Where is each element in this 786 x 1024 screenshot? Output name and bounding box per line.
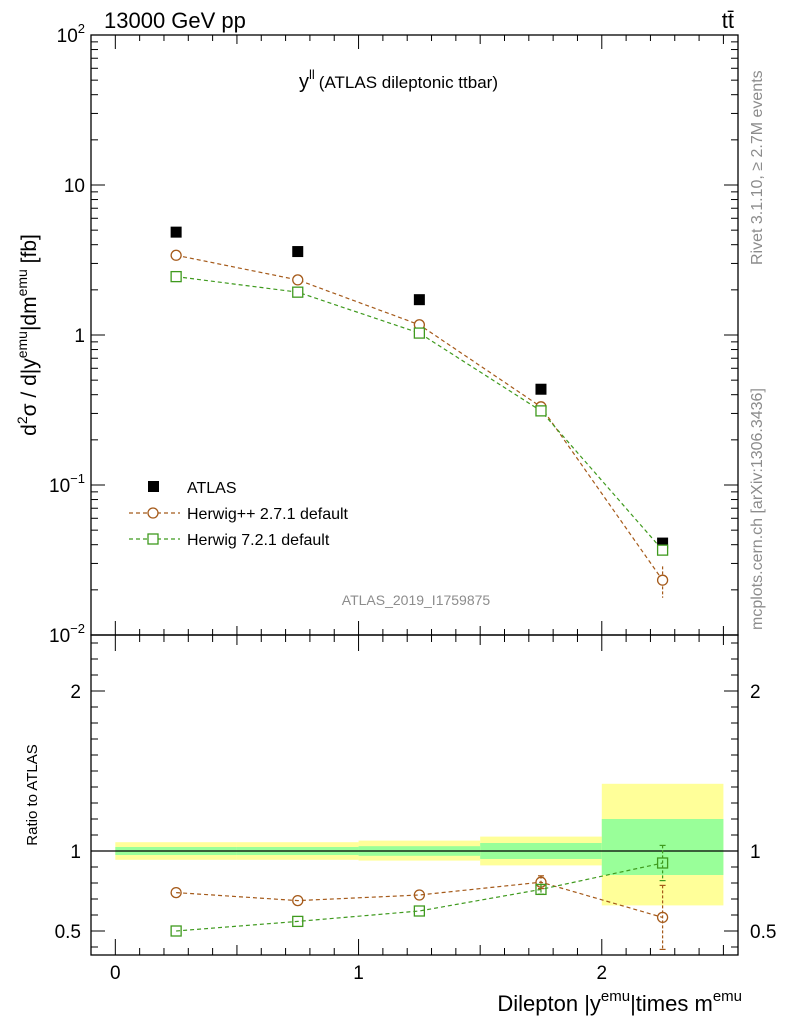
legend-marker-herwig7 (147, 533, 159, 545)
plot-title: yll (ATLAS dileptonic ttbar) (299, 67, 498, 93)
legend-label-atlas: ATLAS (187, 480, 237, 497)
ratio-point-herwigpp (170, 886, 182, 899)
main-point-herwigpp (656, 574, 669, 586)
ratio-y-tick-label-right: 1 (750, 842, 761, 863)
ratio-y-tick-label-right: 2 (750, 682, 761, 703)
legend-marker-atlas (148, 481, 159, 492)
main-y-tick-label: 102 (57, 21, 85, 47)
ratio-line-herwigpp (176, 881, 663, 918)
mcplots-label: mcplots.cern.ch [arXiv:1306.3436] (749, 388, 766, 630)
main-y-tick-label: 10−1 (49, 471, 85, 497)
main-point-herwig7 (413, 327, 426, 339)
main-line-herwig7 (176, 276, 664, 551)
main-point-atlas (657, 537, 669, 549)
ratio-point-herwigpp (413, 889, 426, 901)
ratio-frame (90, 634, 739, 956)
main-point-atlas (292, 246, 304, 258)
ratio-y-tick-label-left: 2 (70, 682, 81, 703)
x-tick-label: 1 (353, 963, 364, 984)
x-tick-label: 0 (110, 963, 121, 984)
main-y-tick-label: 10 (64, 176, 85, 197)
main-point-herwig7 (170, 270, 182, 283)
ratio-series (170, 844, 669, 951)
main-panel: 10−2 10−1 1 10 102 yll (ATLAS dileptonic ttba… (14, 21, 739, 647)
rivet-version-label: Rivet 3.1.10, ≥ 2.7M events (749, 70, 766, 265)
ratio-line-herwig7 (176, 862, 663, 932)
main-point-herwig7 (656, 544, 669, 556)
main-y-tick-label: 1 (74, 326, 85, 347)
main-point-herwig7 (292, 286, 304, 298)
main-point-atlas (535, 383, 547, 395)
ratio-point-herwig7 (656, 857, 669, 869)
main-y-axis-label: d2σ / d|yemu|dmemu [fb] (14, 234, 41, 436)
x-tick-label: 2 (597, 963, 608, 984)
ratio-ticks (91, 635, 738, 955)
ratio-point-herwigpp (292, 894, 304, 907)
ratio-bands (115, 783, 724, 906)
legend-marker-herwigpp (147, 507, 159, 519)
ratio-point-herwig7 (413, 905, 426, 917)
ratio-point-herwig7 (170, 925, 182, 937)
analysis-id-label: ATLAS_2019_I1759875 (342, 592, 491, 608)
ratio-y-tick-label-left: 1 (70, 842, 81, 863)
x-axis-label: Dilepton |yemu|times memu (497, 988, 742, 1016)
legend-label-herwigpp: Herwig++ 2.7.1 default (187, 506, 349, 523)
main-series (170, 226, 669, 598)
process-label: tt̄ (722, 8, 734, 33)
main-y-tick-labels: 10−2 10−1 1 10 102 (49, 21, 85, 647)
main-point-herwigpp (292, 274, 304, 286)
legend: ATLAS Herwig++ 2.7.1 default Herwig 7.2.… (129, 480, 349, 549)
main-point-atlas (170, 226, 182, 238)
energy-label: 13000 GeV pp (104, 8, 246, 33)
main-ticks (91, 34, 738, 636)
ratio-panel: 0.5 0.5 1 1 2 2 0 1 2 Ratio to ATLAS Dilepton |y… (24, 634, 777, 1016)
ratio-point-herwigpp (656, 911, 669, 924)
ratio-y-tick-label-left: 0.5 (55, 922, 81, 943)
main-point-atlas (413, 294, 425, 306)
ratio-point-herwig7 (292, 915, 304, 928)
ratio-point-herwig7 (535, 883, 547, 896)
ratio-y-axis-label: Ratio to ATLAS (24, 744, 41, 845)
ratio-y-tick-label-right: 0.5 (750, 922, 776, 943)
main-y-tick-label: 10−2 (49, 621, 85, 647)
ratio-tick-labels: 0.5 0.5 1 1 2 2 0 1 2 (55, 682, 777, 984)
main-point-herwigpp (170, 249, 182, 261)
main-point-herwig7 (535, 405, 547, 417)
legend-label-herwig7: Herwig 7.2.1 default (187, 532, 330, 549)
